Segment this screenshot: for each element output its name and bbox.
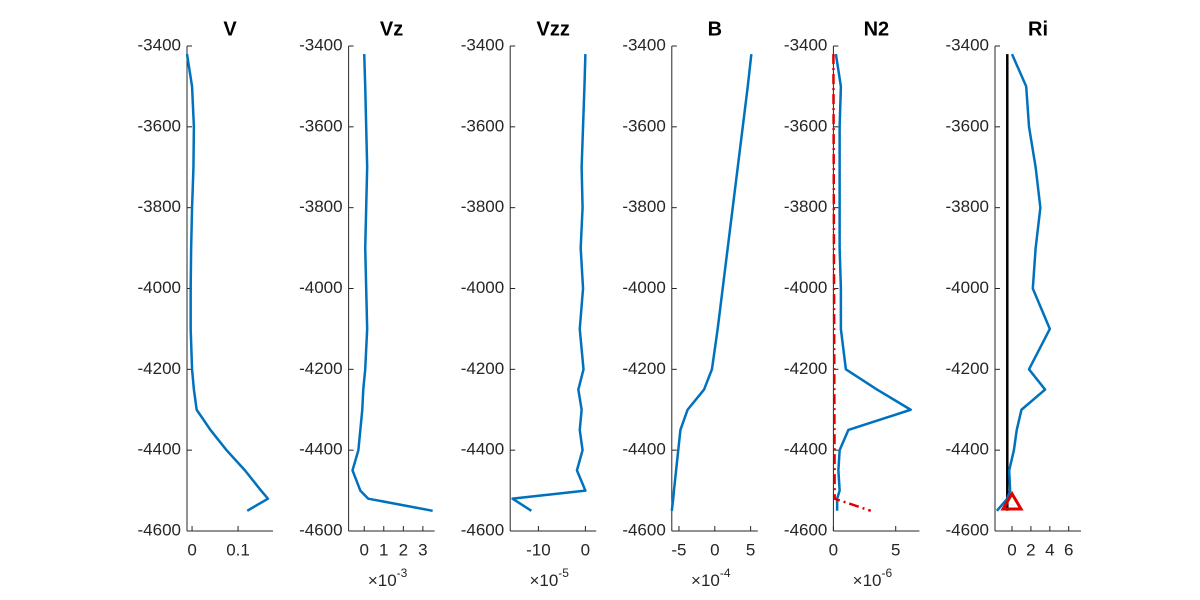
series-line [832, 54, 872, 512]
y-tick-label: -4200 [461, 359, 504, 378]
x-multiplier-base: ×10 [368, 571, 397, 590]
y-tick-label: -4000 [784, 278, 827, 297]
x-tick-label: 5 [746, 540, 755, 559]
y-tick-label: -4600 [299, 520, 342, 539]
x-tick-label: 2 [399, 540, 408, 559]
y-tick-label: -4200 [138, 359, 181, 378]
y-tick-label: -3400 [784, 35, 827, 54]
x-multiplier: ×10-4 [691, 566, 731, 590]
x-tick-label: 6 [1064, 540, 1073, 559]
y-tick-label: -3400 [622, 35, 665, 54]
y-tick-label: -4600 [784, 520, 827, 539]
y-tick-label: -3800 [784, 197, 827, 216]
x-tick-label: 0 [581, 540, 590, 559]
y-tick-label: -3600 [138, 116, 181, 135]
y-tick-label: -4400 [622, 440, 665, 459]
y-tick-label: -4000 [299, 278, 342, 297]
y-tick-label: -3600 [784, 116, 827, 135]
y-tick-label: -4200 [784, 359, 827, 378]
y-tick-label: -3600 [622, 116, 665, 135]
series-line [670, 53, 753, 511]
marker [1000, 490, 1024, 511]
x-multiplier-exponent: -3 [397, 566, 408, 580]
x-tick-label: 3 [418, 540, 427, 559]
x-tick-label: -5 [671, 540, 686, 559]
y-tick-label: -3600 [946, 116, 989, 135]
x-tick-label: 0 [187, 540, 196, 559]
y-tick-label: -4600 [461, 520, 504, 539]
series-line [834, 53, 912, 511]
y-tick-label: -4400 [946, 440, 989, 459]
series-line [185, 53, 270, 512]
x-multiplier: ×10-6 [853, 566, 893, 590]
panel-title: Vz [380, 18, 403, 40]
x-multiplier-base: ×10 [529, 571, 558, 590]
x-multiplier-exponent: -4 [720, 566, 731, 580]
panel-title: B [708, 18, 722, 40]
x-tick-label: -10 [526, 540, 551, 559]
y-tick-label: -4000 [138, 278, 181, 297]
y-tick-label: -4600 [138, 520, 181, 539]
x-tick-label: 0 [360, 540, 369, 559]
x-tick-label: 0.1 [226, 540, 250, 559]
y-tick-label: -3400 [299, 35, 342, 54]
panel-title: N2 [864, 18, 890, 40]
y-tick-label: -3800 [138, 197, 181, 216]
x-tick-label: 1 [379, 540, 388, 559]
y-tick-label: -4200 [299, 359, 342, 378]
panel-title: Ri [1028, 18, 1048, 40]
y-tick-label: -4400 [461, 440, 504, 459]
y-tick-label: -3800 [461, 197, 504, 216]
y-tick-label: -4000 [622, 278, 665, 297]
y-tick-label: -3800 [622, 197, 665, 216]
y-tick-label: -4400 [138, 440, 181, 459]
y-tick-label: -3800 [299, 197, 342, 216]
x-multiplier-base: ×10 [853, 571, 882, 590]
x-tick-label: 4 [1045, 540, 1054, 559]
x-tick-label: 5 [891, 540, 900, 559]
series-line [511, 54, 587, 512]
panel-title: Vzz [537, 18, 570, 40]
y-tick-label: -3400 [138, 35, 181, 54]
x-multiplier: ×10-3 [368, 566, 408, 590]
x-tick-label: 0 [1007, 540, 1016, 559]
series-line [351, 54, 433, 513]
y-tick-label: -4000 [946, 278, 989, 297]
x-multiplier: ×10-5 [529, 566, 569, 590]
y-tick-label: -3600 [299, 116, 342, 135]
y-tick-label: -3400 [461, 35, 504, 54]
y-tick-label: -3800 [946, 197, 989, 216]
y-tick-label: -4400 [784, 440, 827, 459]
y-tick-label: -3600 [461, 116, 504, 135]
x-multiplier-exponent: -5 [558, 566, 569, 580]
y-tick-label: -4400 [299, 440, 342, 459]
x-tick-label: 2 [1026, 540, 1035, 559]
x-multiplier-exponent: -6 [881, 566, 892, 580]
x-multiplier-base: ×10 [691, 571, 720, 590]
y-tick-label: -4200 [946, 359, 989, 378]
y-tick-label: -4200 [622, 359, 665, 378]
panel-title: V [223, 18, 237, 40]
series-line [995, 53, 1052, 512]
x-tick-label: 0 [829, 540, 838, 559]
y-tick-label: -3400 [946, 35, 989, 54]
y-tick-label: -4600 [946, 520, 989, 539]
x-tick-label: 0 [710, 540, 719, 559]
y-tick-label: -4000 [461, 278, 504, 297]
y-tick-label: -4600 [622, 520, 665, 539]
